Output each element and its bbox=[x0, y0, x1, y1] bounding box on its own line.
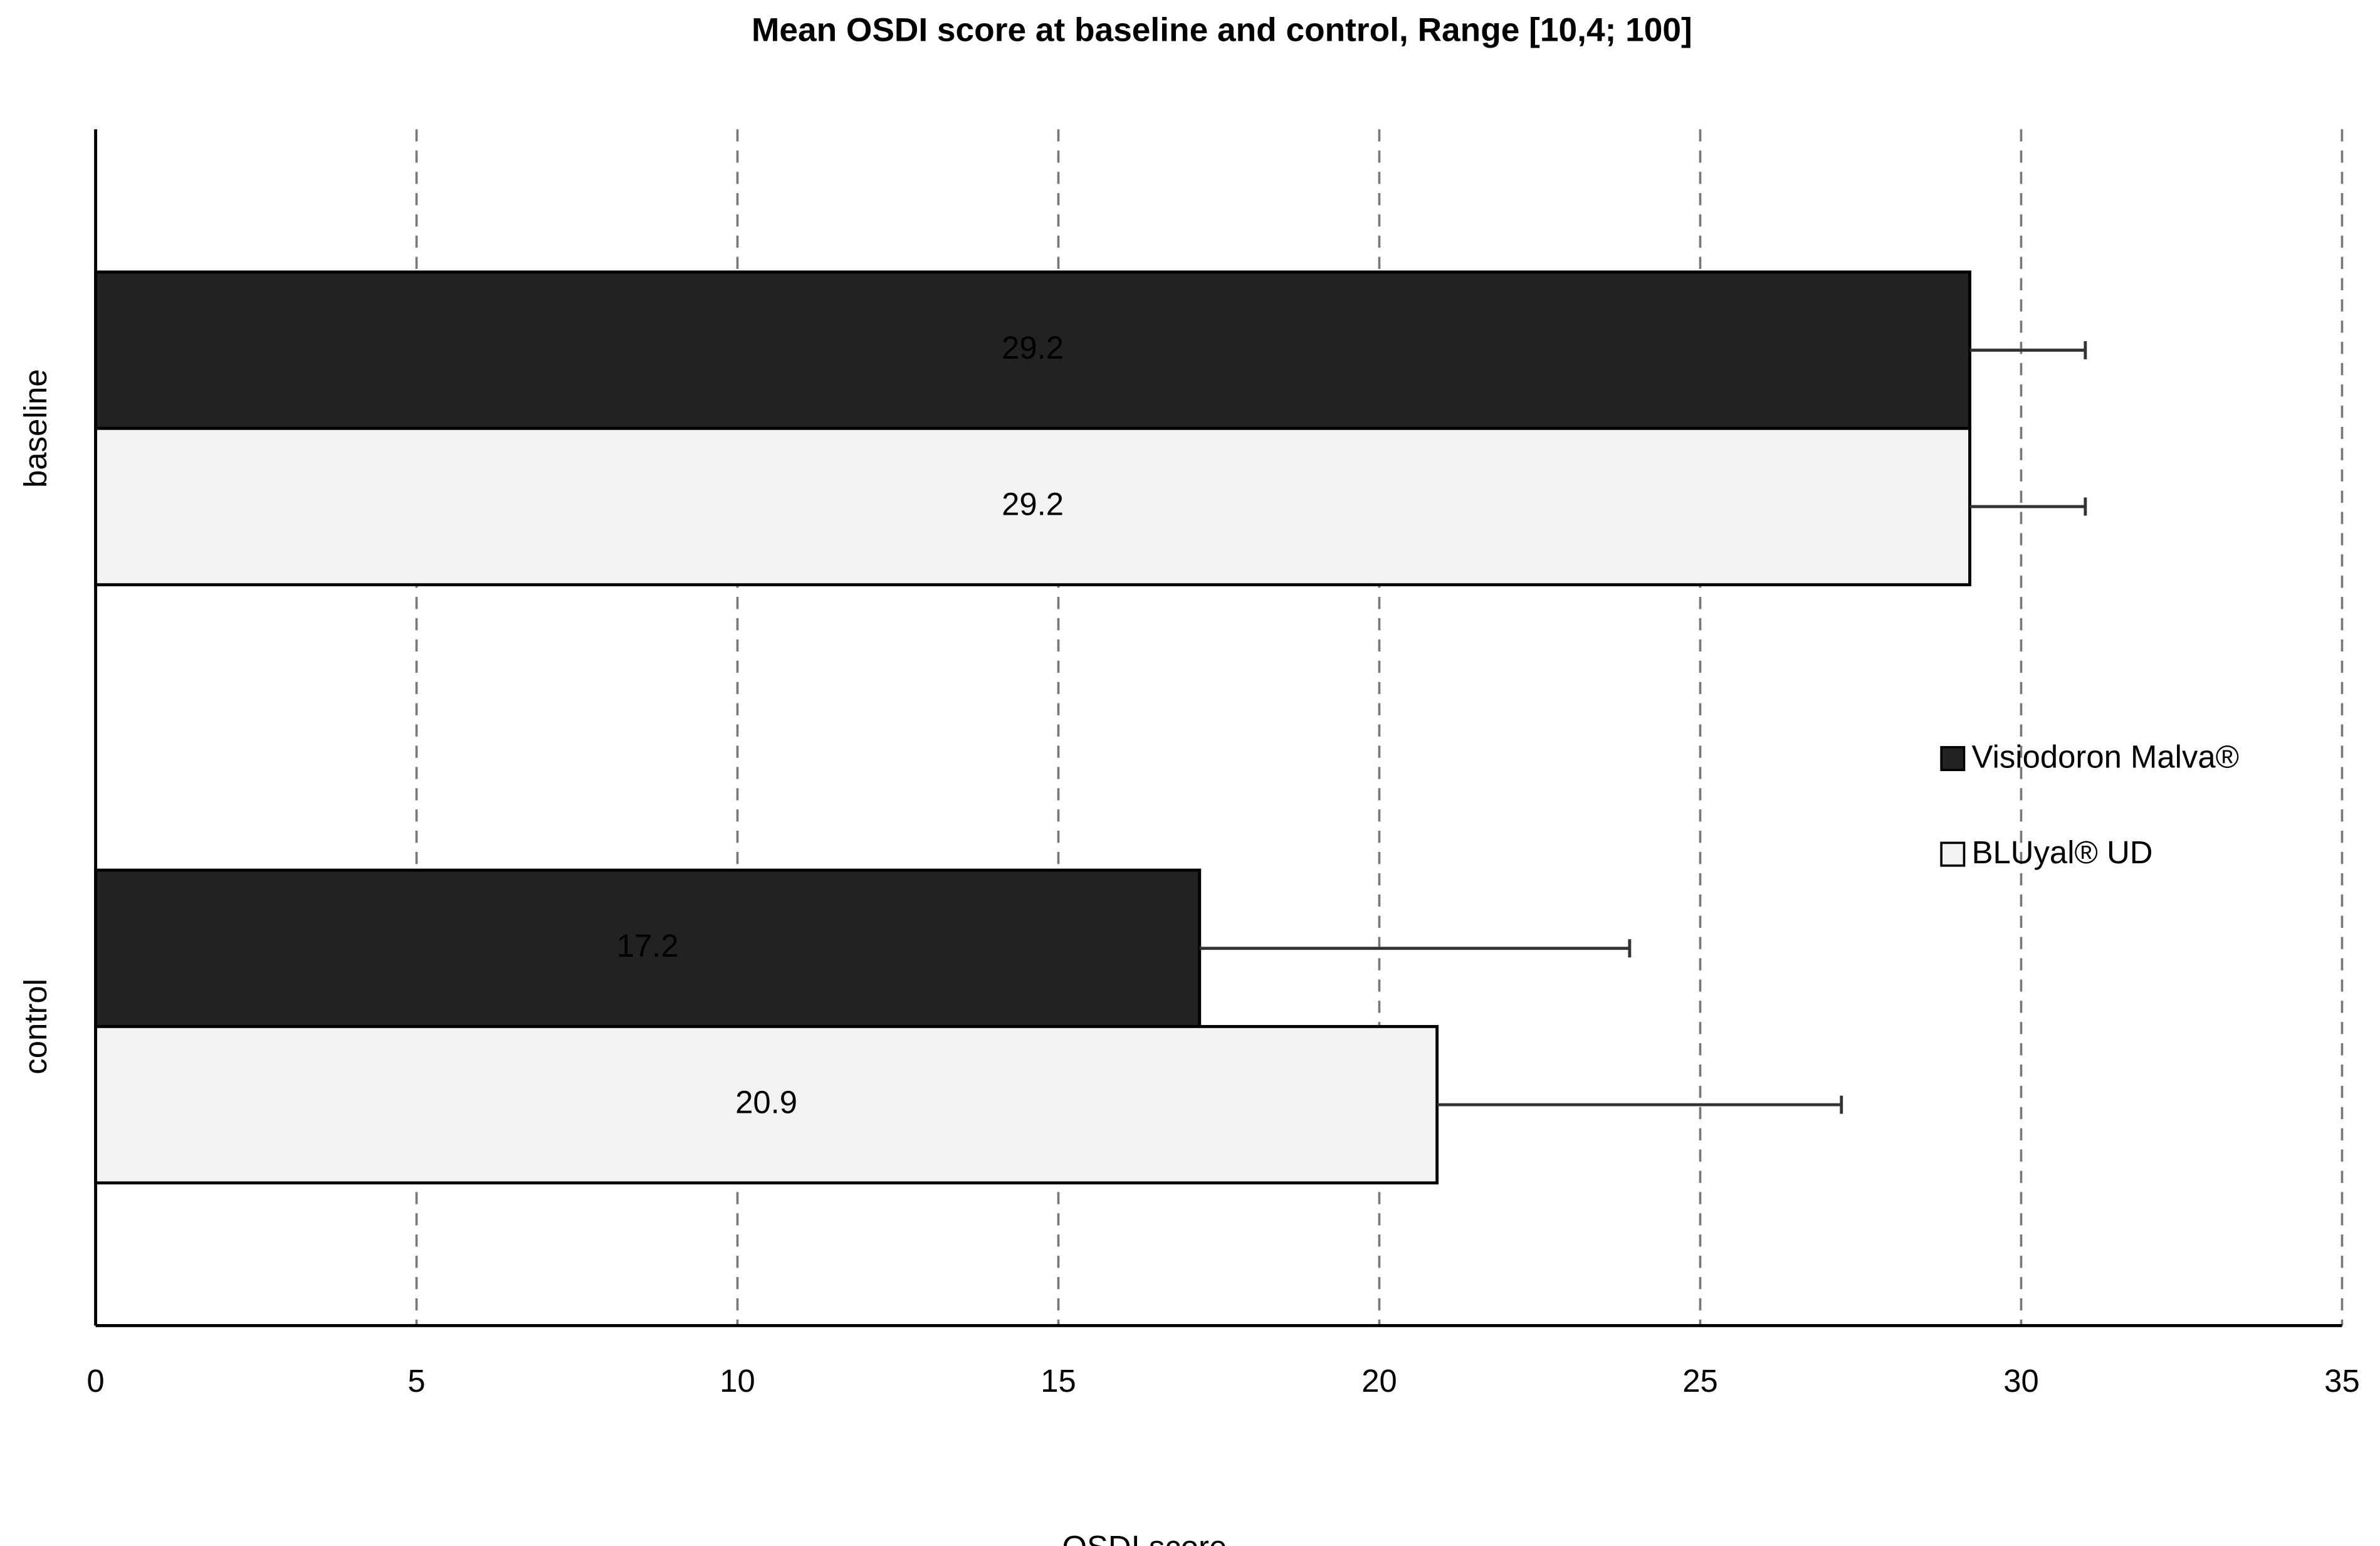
legend-label: BLUyal® UD bbox=[1972, 834, 2153, 870]
x-tick-label: 35 bbox=[2324, 1363, 2360, 1399]
value-label: 29.2 bbox=[1002, 486, 1064, 522]
bar bbox=[94, 426, 1971, 587]
value-label: 17.2 bbox=[617, 928, 679, 964]
x-tick-label: 0 bbox=[86, 1363, 104, 1399]
error-bar bbox=[1199, 939, 1632, 958]
bar bbox=[94, 270, 1971, 430]
legend-swatch bbox=[1940, 841, 1966, 867]
x-axis-label: OSDI score bbox=[1062, 1529, 1227, 1546]
x-tick-label: 30 bbox=[2003, 1363, 2039, 1399]
legend-swatch bbox=[1940, 746, 1966, 771]
value-label: 20.9 bbox=[735, 1085, 797, 1120]
error-bar bbox=[1969, 341, 2087, 360]
error-bar bbox=[1437, 1095, 1843, 1114]
y-tick-label: baseline bbox=[18, 369, 53, 488]
x-tick-label: 15 bbox=[1041, 1363, 1076, 1399]
error-bar bbox=[1969, 497, 2087, 516]
legend-label: Visiodoron Malva® bbox=[1972, 739, 2240, 775]
x-tick-label: 5 bbox=[407, 1363, 425, 1399]
x-tick-label: 20 bbox=[1361, 1363, 1397, 1399]
x-tick-label: 10 bbox=[720, 1363, 755, 1399]
chart-title: Mean OSDI score at baseline and control,… bbox=[752, 11, 1692, 48]
x-tick-label: 25 bbox=[1682, 1363, 1718, 1399]
value-label: 29.2 bbox=[1002, 330, 1064, 365]
y-tick-label: control bbox=[18, 979, 53, 1075]
bar bbox=[94, 868, 1202, 1028]
bar bbox=[94, 1024, 1439, 1185]
